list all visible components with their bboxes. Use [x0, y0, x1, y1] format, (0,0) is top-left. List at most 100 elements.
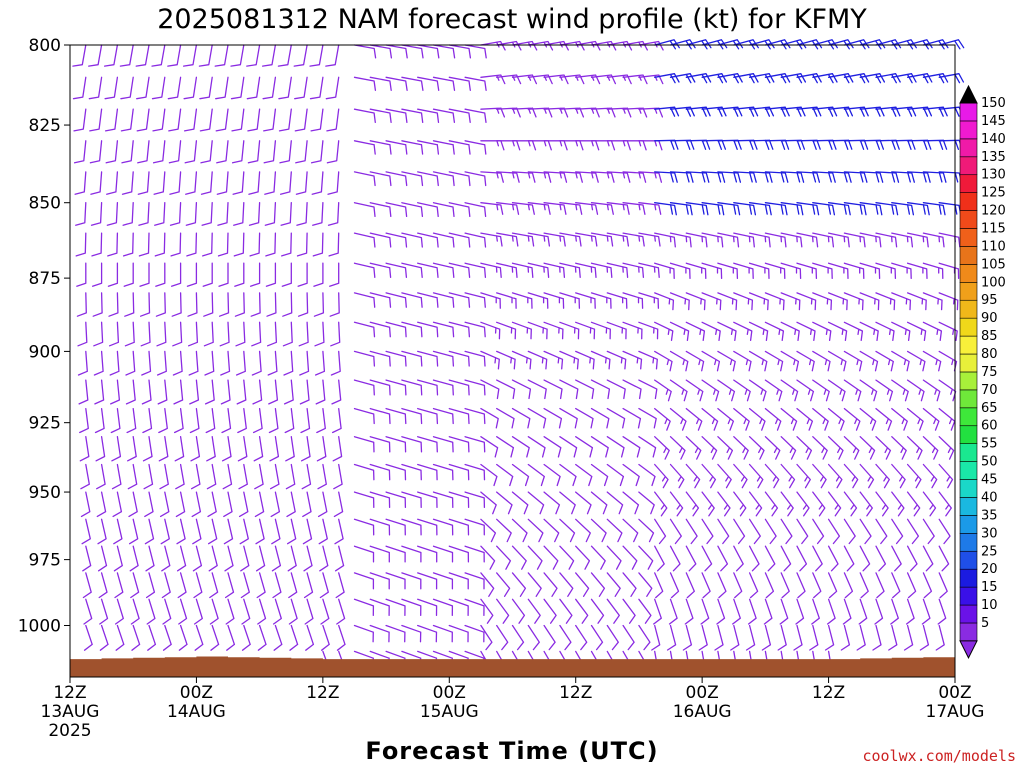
wind-barb-line	[385, 232, 408, 248]
wind-barb	[448, 491, 470, 509]
wind-barb	[938, 39, 965, 50]
wind-barb-line	[748, 572, 759, 599]
wind-barb	[90, 171, 103, 195]
wind-barb	[218, 262, 229, 287]
wind-barb	[319, 572, 329, 599]
wind-barb-line	[417, 518, 438, 536]
wind-barb	[559, 624, 572, 651]
wind-barb-line	[333, 463, 343, 490]
wind-barb	[186, 262, 198, 287]
wind-barb	[233, 232, 245, 257]
wind-barb-line	[701, 321, 721, 342]
wind-barb	[385, 202, 408, 218]
wind-barb-line	[685, 232, 708, 248]
wind-barb	[859, 463, 875, 489]
wind-barb	[108, 321, 120, 347]
wind-barb-line	[173, 379, 184, 405]
wind-barb	[97, 545, 108, 572]
wind-barb-line	[685, 73, 712, 84]
wind-barb-line	[698, 624, 708, 651]
wind-barb	[575, 572, 590, 597]
wind-barb	[401, 491, 422, 509]
wind-barb-line	[417, 262, 439, 278]
wind-barb-line	[369, 436, 391, 453]
wind-barb	[238, 463, 248, 490]
wind-barb-line	[559, 545, 575, 570]
wind-barb-line	[78, 379, 89, 405]
wind-barb-line	[575, 407, 594, 429]
wind-barb-line	[152, 108, 166, 132]
wind-barb-line	[417, 350, 439, 367]
wind-barb-line	[496, 379, 516, 400]
wind-barb-line	[252, 379, 263, 405]
colorbar-segment	[959, 228, 978, 247]
wind-barb-line	[590, 491, 608, 515]
wind-barb	[654, 436, 670, 460]
wind-barb	[812, 379, 830, 402]
wind-barb	[701, 436, 718, 460]
wind-barb-line	[654, 232, 676, 248]
wind-barb-line	[168, 140, 182, 164]
wind-barb	[279, 140, 292, 164]
wind-barb	[906, 436, 923, 460]
wind-barb	[685, 171, 710, 183]
wind-barb-line	[875, 262, 897, 280]
wind-barb-line	[638, 624, 651, 651]
wind-barb-line	[685, 463, 701, 489]
wind-barb-line	[748, 321, 769, 342]
wind-barb	[511, 321, 532, 340]
wind-barb	[300, 407, 311, 434]
wind-barb-line	[187, 321, 199, 347]
wind-barb	[189, 407, 200, 434]
wind-barb	[843, 518, 856, 545]
wind-barb	[622, 350, 643, 370]
wind-barb-line	[110, 407, 121, 434]
wind-barb-line	[90, 202, 103, 226]
wind-barb	[286, 518, 297, 545]
wind-barb	[872, 624, 882, 651]
wind-barb	[353, 76, 377, 91]
wind-barb	[369, 262, 392, 278]
wind-barb-line	[654, 202, 677, 216]
wind-barb	[75, 202, 87, 226]
wind-barb	[151, 76, 166, 100]
wind-barb	[764, 518, 777, 545]
wind-barb-line	[511, 140, 537, 151]
wind-barb-line	[333, 491, 344, 518]
wind-barb	[369, 292, 392, 308]
wind-barb	[606, 40, 633, 51]
wind-barb-line	[301, 463, 312, 490]
wind-barb-line	[717, 545, 729, 572]
wind-barb	[448, 292, 471, 308]
wind-barb-line	[192, 518, 202, 545]
wind-barb	[238, 491, 249, 518]
wind-barb-line	[155, 292, 166, 317]
colorbar-segment	[959, 335, 978, 355]
wind-barb	[622, 545, 638, 570]
wind-barb-line	[906, 262, 928, 280]
wind-barb	[891, 292, 912, 311]
wind-barb	[273, 624, 283, 651]
wind-barb	[369, 598, 390, 617]
wind-barb	[321, 624, 330, 651]
wind-barb-line	[575, 463, 593, 487]
wind-barb-line	[329, 292, 340, 317]
wind-barb	[590, 171, 615, 183]
wind-barb	[417, 262, 439, 278]
wind-barb-line	[827, 292, 848, 311]
wind-barb-line	[733, 463, 748, 489]
wind-barb-line	[938, 518, 951, 545]
wind-barb	[527, 436, 546, 458]
wind-barb-line	[194, 624, 204, 651]
wind-barb-line	[875, 321, 895, 342]
wind-barb-line	[543, 518, 560, 543]
wind-barb-line	[313, 292, 325, 317]
wind-barb	[168, 140, 182, 164]
wind-barb-line	[385, 262, 408, 278]
wind-barb-line	[302, 518, 313, 545]
wind-barb	[263, 140, 277, 164]
wind-barb-line	[278, 108, 292, 132]
wind-barb-line	[733, 379, 751, 402]
wind-barb-line	[875, 436, 892, 460]
wind-barb	[543, 202, 567, 215]
